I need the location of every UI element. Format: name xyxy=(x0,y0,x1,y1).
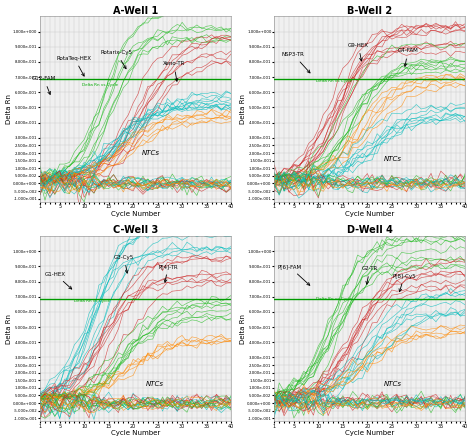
Text: Delta Rn vs Cycle: Delta Rn vs Cycle xyxy=(316,297,352,301)
X-axis label: Cycle Number: Cycle Number xyxy=(345,211,394,217)
Y-axis label: Delta Rn: Delta Rn xyxy=(240,94,246,124)
Title: B-Well 2: B-Well 2 xyxy=(347,6,392,15)
Text: Rotarix-Cy5: Rotarix-Cy5 xyxy=(100,50,133,69)
Text: NTCs: NTCs xyxy=(384,381,402,387)
Text: Xeno-TR: Xeno-TR xyxy=(163,61,185,81)
X-axis label: Cycle Number: Cycle Number xyxy=(111,211,160,217)
Text: NTCs: NTCs xyxy=(142,150,160,156)
Text: Delta Rn vs Cycle: Delta Rn vs Cycle xyxy=(74,299,110,303)
Y-axis label: Delta Rn: Delta Rn xyxy=(240,314,246,343)
Text: G2-TR: G2-TR xyxy=(362,266,378,284)
Text: P[8]-Cy5: P[8]-Cy5 xyxy=(392,274,416,292)
X-axis label: Cycle Number: Cycle Number xyxy=(111,431,160,436)
Text: P[4]-TR: P[4]-TR xyxy=(158,264,178,282)
Y-axis label: Delta Rn: Delta Rn xyxy=(6,314,11,343)
Text: Delta Rn vs Cycle: Delta Rn vs Cycle xyxy=(82,83,118,87)
Text: G9-HEX: G9-HEX xyxy=(348,43,369,61)
Text: Delta Rn vs Cycle: Delta Rn vs Cycle xyxy=(316,79,352,83)
Text: G3-Cy5: G3-Cy5 xyxy=(114,255,134,273)
X-axis label: Cycle Number: Cycle Number xyxy=(345,431,394,436)
Y-axis label: Delta Rn: Delta Rn xyxy=(6,94,11,124)
Text: G12-FAM: G12-FAM xyxy=(32,76,56,95)
Text: NSP3-TR: NSP3-TR xyxy=(282,52,310,73)
Text: NTCs: NTCs xyxy=(384,156,402,162)
Title: A-Well 1: A-Well 1 xyxy=(113,6,158,15)
Title: C-Well 3: C-Well 3 xyxy=(113,225,158,235)
Text: G4-FAM: G4-FAM xyxy=(398,49,419,66)
Text: RotaTeq-HEX: RotaTeq-HEX xyxy=(57,56,92,76)
Text: P[6]-FAM: P[6]-FAM xyxy=(278,264,310,286)
Text: NTCs: NTCs xyxy=(146,381,164,387)
Text: G1-HEX: G1-HEX xyxy=(45,272,72,289)
Title: D-Well 4: D-Well 4 xyxy=(347,225,393,235)
